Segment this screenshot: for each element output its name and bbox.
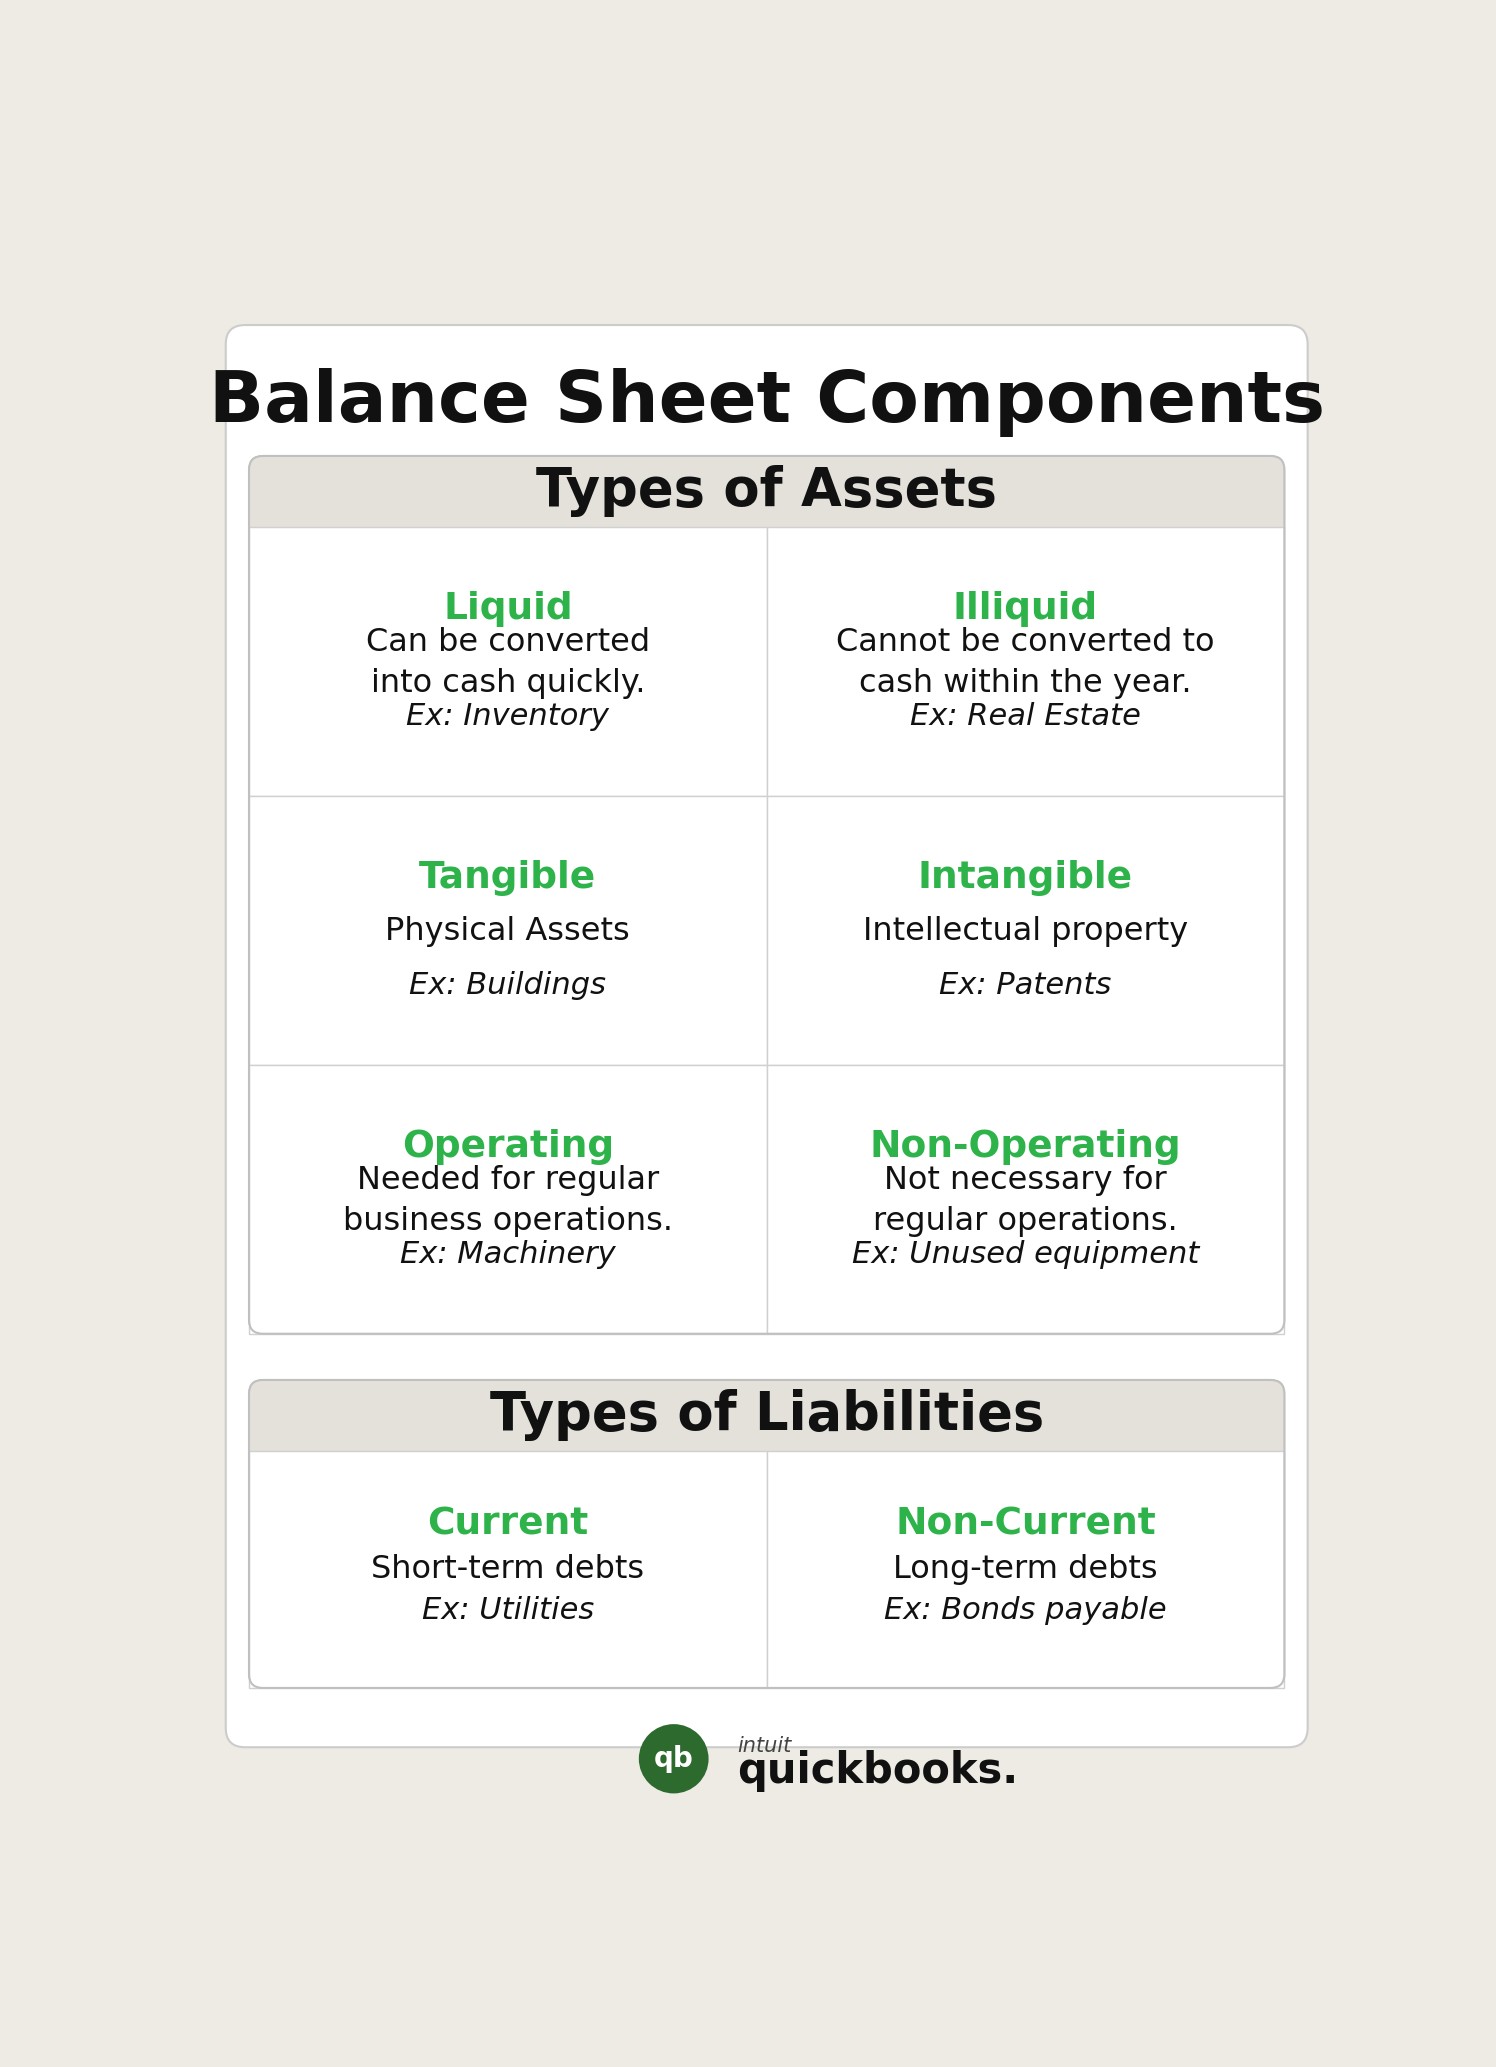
Text: Illiquid: Illiquid: [953, 591, 1098, 626]
Bar: [766, 1065, 1285, 1333]
Text: Not necessary for
regular operations.: Not necessary for regular operations.: [874, 1166, 1177, 1236]
Bar: [248, 492, 1285, 529]
Text: Ex: Buildings: Ex: Buildings: [410, 971, 606, 1000]
Ellipse shape: [639, 1724, 709, 1794]
Text: intuit: intuit: [738, 1736, 791, 1757]
Text: Physical Assets: Physical Assets: [386, 916, 630, 947]
Text: Ex: Utilities: Ex: Utilities: [422, 1596, 594, 1625]
Bar: [766, 796, 1285, 1065]
Text: Ex: Unused equipment: Ex: Unused equipment: [851, 1240, 1200, 1269]
Bar: [248, 1416, 1285, 1453]
FancyBboxPatch shape: [226, 325, 1308, 1747]
Bar: [248, 527, 766, 796]
Text: Can be converted
into cash quickly.: Can be converted into cash quickly.: [367, 626, 649, 699]
Text: Current: Current: [428, 1507, 588, 1542]
Text: quickbooks.: quickbooks.: [738, 1751, 1019, 1792]
Text: Non-Operating: Non-Operating: [869, 1129, 1182, 1166]
Text: Types of Assets: Types of Assets: [536, 465, 998, 517]
Text: Intangible: Intangible: [919, 860, 1132, 895]
Bar: [248, 1065, 766, 1333]
Text: Ex: Bonds payable: Ex: Bonds payable: [884, 1596, 1167, 1625]
FancyBboxPatch shape: [248, 457, 1285, 1333]
Text: Ex: Inventory: Ex: Inventory: [407, 703, 609, 732]
Text: Intellectual property: Intellectual property: [863, 916, 1188, 947]
Text: Balance Sheet Components: Balance Sheet Components: [209, 368, 1324, 436]
Text: Non-Current: Non-Current: [895, 1507, 1156, 1542]
Text: qb: qb: [654, 1745, 694, 1773]
Text: Ex: Real Estate: Ex: Real Estate: [910, 703, 1141, 732]
Bar: [766, 527, 1285, 796]
Text: Tangible: Tangible: [419, 860, 597, 895]
Bar: [766, 1451, 1285, 1689]
Text: Types of Liabilities: Types of Liabilities: [489, 1389, 1044, 1441]
Text: Cannot be converted to
cash within the year.: Cannot be converted to cash within the y…: [836, 626, 1215, 699]
Text: Needed for regular
business operations.: Needed for regular business operations.: [343, 1166, 673, 1236]
Text: Ex: Patents: Ex: Patents: [939, 971, 1112, 1000]
Bar: [248, 796, 766, 1065]
Text: Ex: Machinery: Ex: Machinery: [399, 1240, 616, 1269]
FancyBboxPatch shape: [248, 1381, 1285, 1689]
Text: Operating: Operating: [402, 1129, 613, 1166]
Text: Short-term debts: Short-term debts: [371, 1554, 645, 1585]
Text: Liquid: Liquid: [443, 591, 573, 626]
Text: Long-term debts: Long-term debts: [893, 1554, 1158, 1585]
FancyBboxPatch shape: [248, 457, 1285, 527]
Bar: [248, 1451, 766, 1689]
FancyBboxPatch shape: [248, 1381, 1285, 1451]
